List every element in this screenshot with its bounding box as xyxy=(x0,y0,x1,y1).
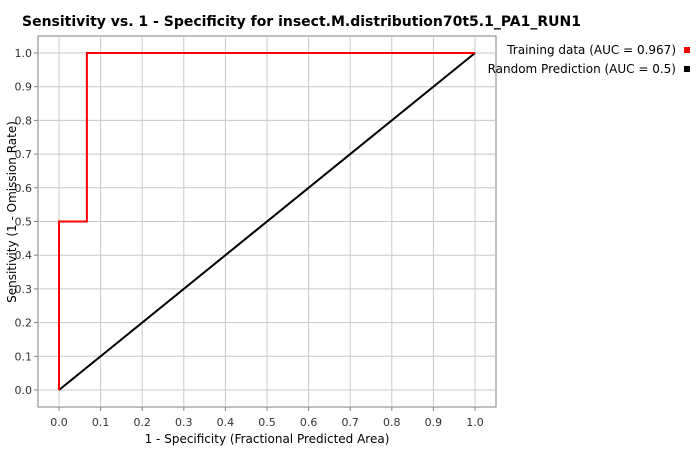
x-tick-label: 1.0 xyxy=(466,416,484,429)
x-axis-label: 1 - Specificity (Fractional Predicted Ar… xyxy=(144,432,390,446)
series-lines xyxy=(58,52,476,391)
y-tick-label: 0.6 xyxy=(15,182,33,195)
y-tick-label: 0.1 xyxy=(15,350,33,363)
x-tick-label: 0.0 xyxy=(50,416,68,429)
y-tick-label: 1.0 xyxy=(15,47,33,60)
x-tick-label: 0.7 xyxy=(341,416,359,429)
chart-title: Sensitivity vs. 1 - Specificity for inse… xyxy=(22,14,581,30)
legend-item-training: Training data (AUC = 0.967) xyxy=(488,40,690,59)
grid-lines xyxy=(38,36,496,407)
x-tick-label: 0.4 xyxy=(217,416,235,429)
legend-swatch-training xyxy=(684,46,690,53)
legend-swatch-random xyxy=(684,65,690,72)
legend-label-random: Random Prediction (AUC = 0.5) xyxy=(487,61,676,76)
y-axis-label: Sensitivity (1 - Omission Rate) xyxy=(5,121,19,303)
y-tick-label: 0.9 xyxy=(15,81,33,94)
legend-item-random: Random Prediction (AUC = 0.5) xyxy=(488,59,690,78)
legend: Training data (AUC = 0.967) Random Predi… xyxy=(488,40,690,78)
x-tick-label: 0.1 xyxy=(92,416,110,429)
random-prediction-line xyxy=(58,52,476,391)
y-tick-label: 0.5 xyxy=(15,216,33,229)
x-tick-label: 0.9 xyxy=(425,416,443,429)
y-tick-label: 0.7 xyxy=(15,148,33,161)
x-tick-label: 0.2 xyxy=(133,416,151,429)
y-tick-label: 0.3 xyxy=(15,283,33,296)
legend-label-training: Training data (AUC = 0.967) xyxy=(507,42,676,57)
y-tick-label: 0.8 xyxy=(15,114,33,127)
x-tick-label: 0.8 xyxy=(383,416,401,429)
x-axis-ticks: 0.0 0.1 0.2 0.3 0.4 0.5 0.6 0.7 0.8 0.9 1.0 xyxy=(50,407,484,429)
x-tick-label: 0.3 xyxy=(175,416,193,429)
x-tick-label: 0.6 xyxy=(300,416,318,429)
y-tick-label: 0.4 xyxy=(15,249,33,262)
y-tick-label: 0.2 xyxy=(15,317,33,330)
y-tick-label: 0.0 xyxy=(15,384,33,397)
training-data-line xyxy=(58,52,475,390)
x-tick-label: 0.5 xyxy=(258,416,276,429)
y-axis-ticks: 0.0 0.1 0.2 0.3 0.4 0.5 0.6 0.7 0.8 0.9 1.0 xyxy=(15,47,38,397)
